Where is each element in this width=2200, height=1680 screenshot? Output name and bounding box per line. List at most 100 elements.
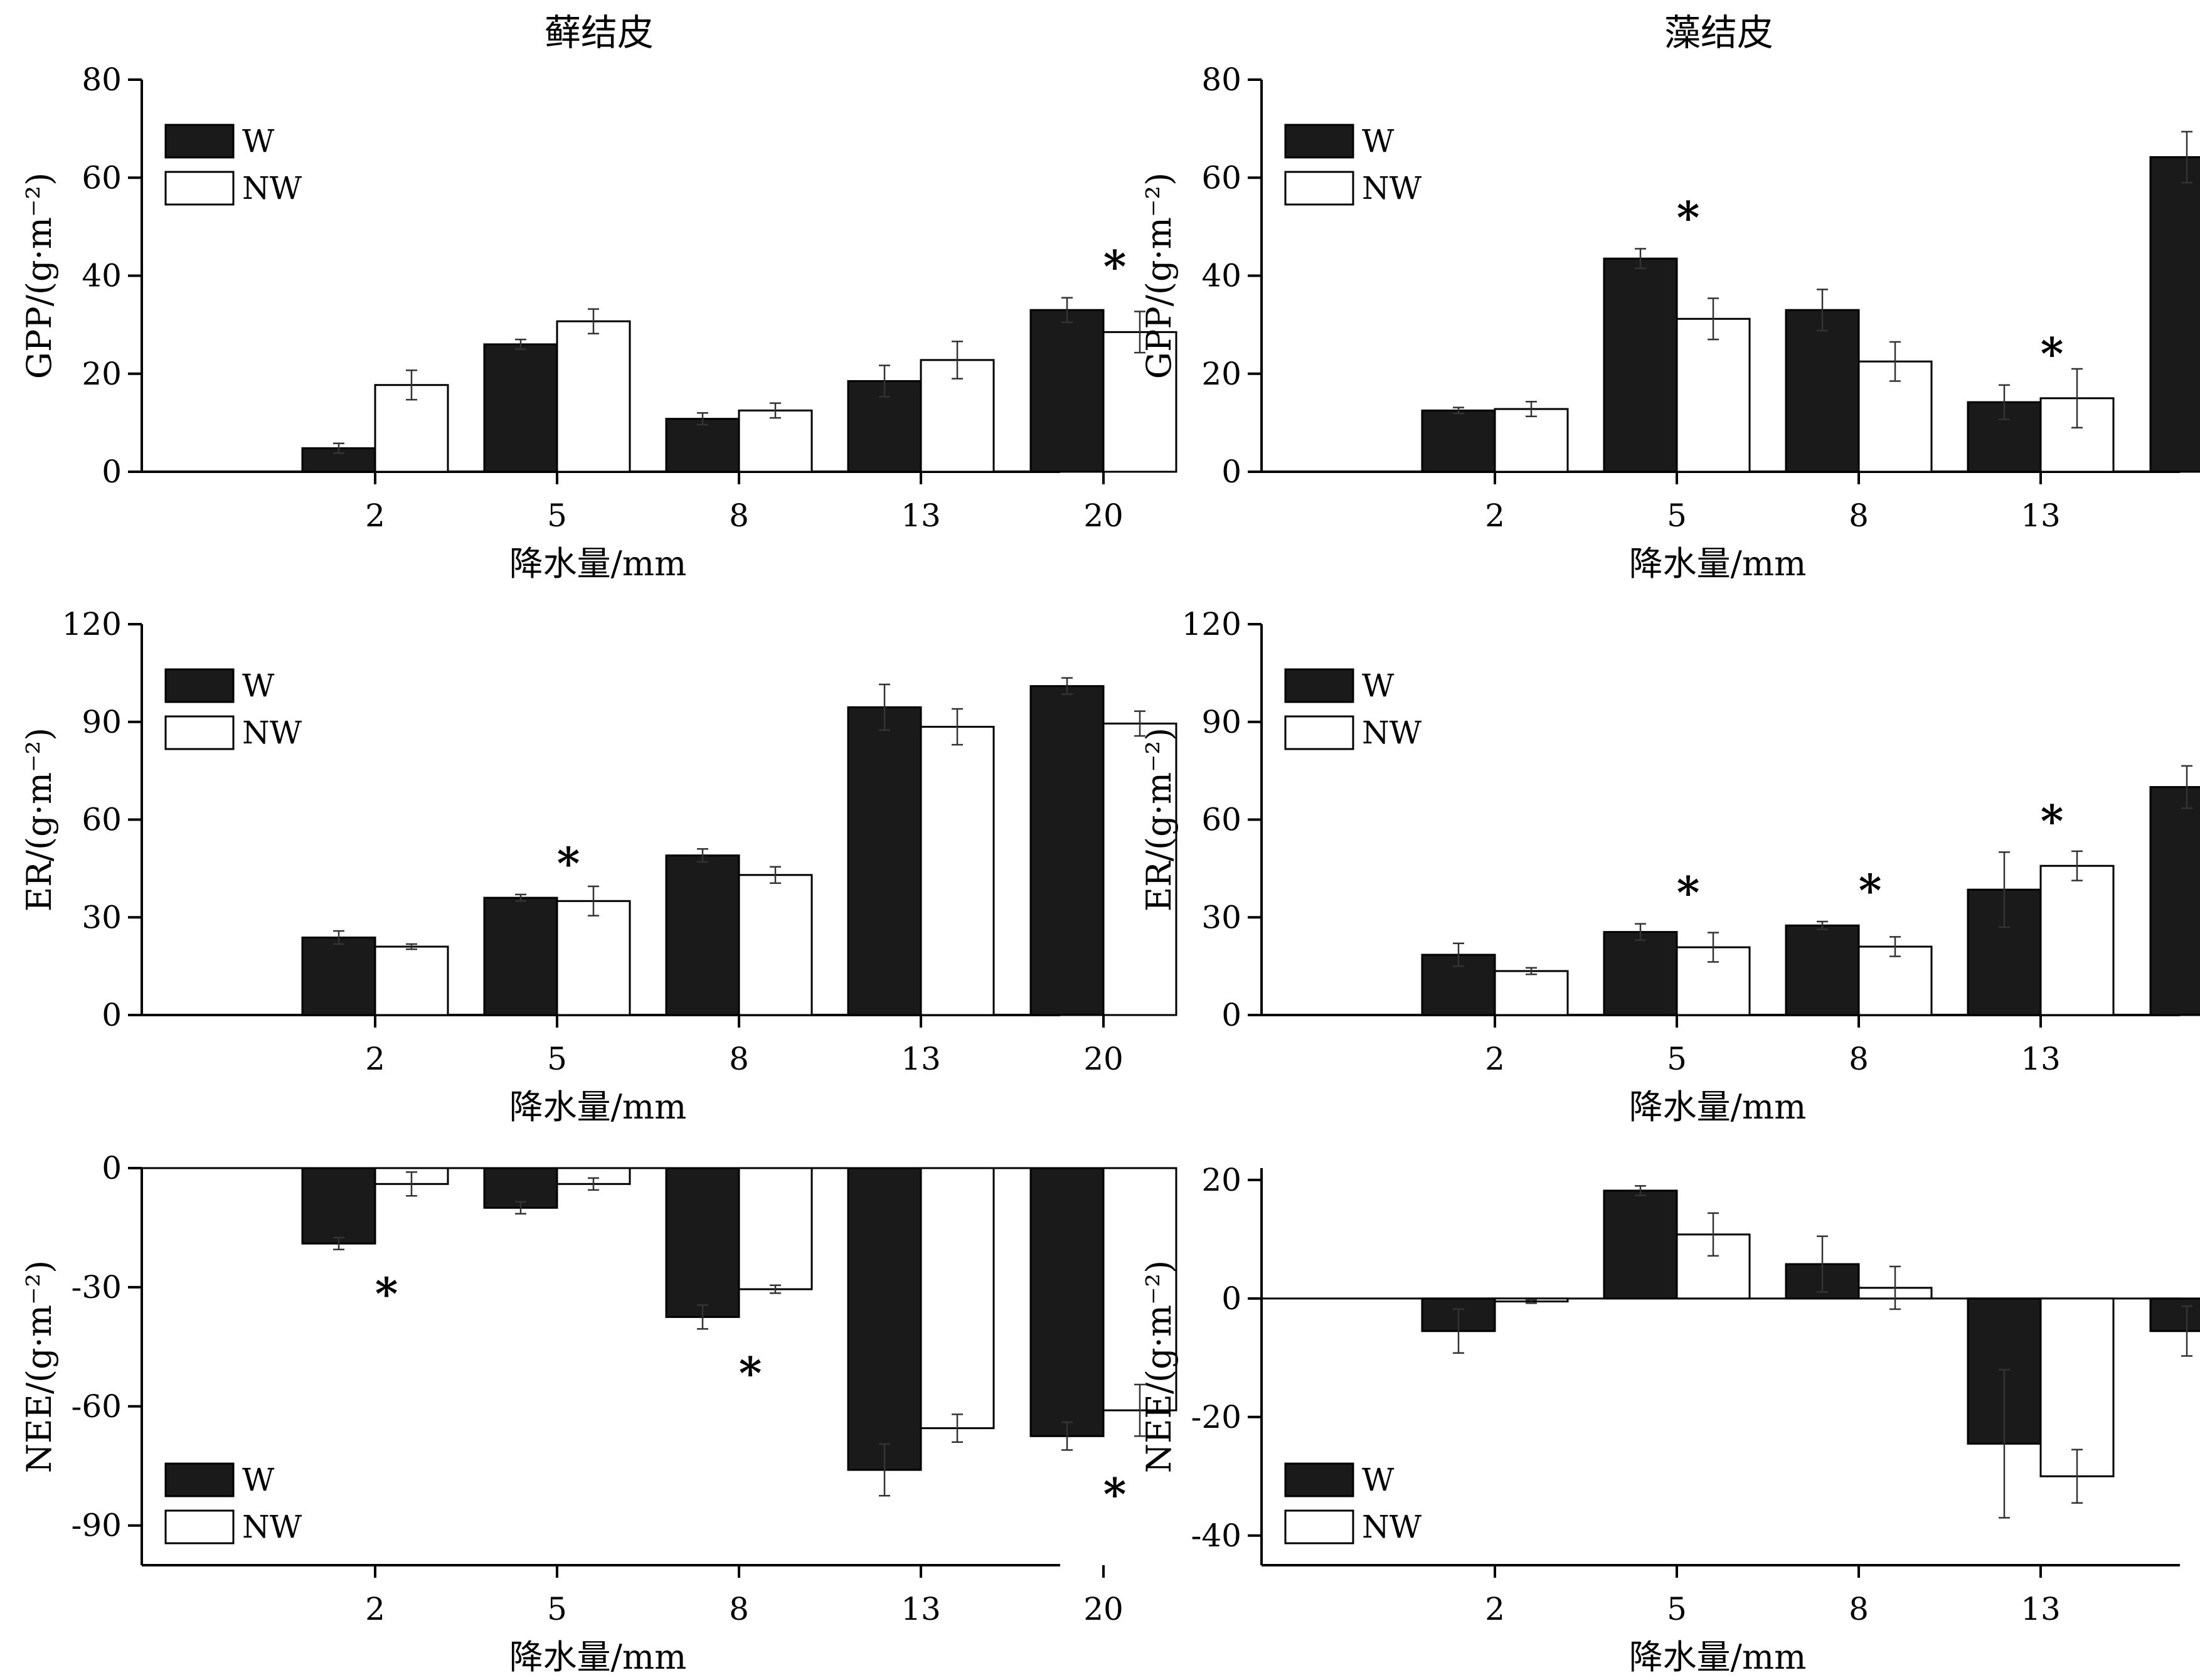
x-axis-title: 降水量/mm	[509, 544, 687, 583]
legend-swatch-w	[164, 124, 235, 159]
error-bar	[1708, 297, 1719, 341]
significance-marker: *	[739, 1347, 762, 1399]
bar-w-5	[1603, 257, 1678, 473]
x-tick-label: 5	[1667, 1041, 1687, 1077]
legend-swatch-w	[164, 668, 235, 703]
x-axis-title: 降水量/mm	[509, 1087, 687, 1127]
error-bar	[2071, 850, 2083, 881]
y-tick-label: -30	[71, 1269, 122, 1305]
bar-w-2	[1421, 409, 1496, 473]
legend: W NW	[1284, 1462, 1422, 1545]
bar-nw-5	[1676, 317, 1751, 473]
bar-w-20	[1029, 309, 1105, 473]
y-tick-label: -20	[1191, 1399, 1241, 1435]
bar-w-20	[2149, 156, 2200, 473]
legend-swatch-w	[1284, 1462, 1354, 1497]
y-tick-label: 80	[1201, 61, 1241, 98]
x-tick-label: 5	[1667, 497, 1687, 534]
error-bar	[515, 893, 526, 902]
error-bar	[1889, 936, 1901, 957]
x-tick-label: 5	[547, 1041, 567, 1077]
error-bar	[515, 1201, 526, 1215]
significance-marker: *	[1103, 241, 1127, 293]
y-tick-label: -90	[71, 1507, 122, 1544]
x-tick-label: 2	[1485, 1591, 1505, 1627]
error-bar	[1134, 710, 1145, 737]
x-tick-label: 13	[901, 497, 941, 534]
y-axis-title: GPP/(g·m⁻²)	[19, 173, 59, 379]
bar-nw-13	[920, 726, 995, 1016]
error-bar	[588, 308, 599, 334]
x-tick-label: 13	[901, 1591, 941, 1627]
error-bar	[406, 943, 417, 950]
y-axis-title: NEE/(g·m⁻²)	[19, 1260, 59, 1474]
bar-nw-8	[738, 1167, 813, 1290]
error-bar	[1453, 1308, 1464, 1354]
bar-w-8	[1785, 924, 1860, 1016]
x-tick-label: 13	[2021, 1591, 2061, 1627]
legend-label-nw: NW	[1362, 170, 1422, 206]
error-bar	[770, 1284, 781, 1294]
error-bar	[1999, 384, 2010, 420]
significance-marker: *	[1677, 192, 1700, 244]
x-tick-label: 20	[1083, 1591, 1124, 1627]
error-bar	[2181, 130, 2192, 184]
y-tick-label: 60	[82, 159, 122, 196]
error-bar	[2071, 1449, 2083, 1504]
x-tick-label: 13	[2021, 1041, 2061, 1077]
bar-w-5	[483, 343, 558, 473]
legend-label-nw: NW	[242, 1509, 302, 1545]
error-bar	[1635, 1185, 1646, 1196]
error-bar	[588, 1177, 599, 1191]
legend-swatch-nw	[164, 715, 235, 750]
bar-w-13	[847, 1167, 922, 1471]
bar-w-5	[1603, 931, 1678, 1016]
y-tick-label: -40	[1191, 1518, 1241, 1554]
bar-nw-20	[1102, 1167, 1177, 1412]
error-bar	[879, 364, 890, 398]
legend-label-w: W	[1362, 667, 1395, 704]
error-bar	[697, 848, 708, 863]
y-tick-label: -60	[71, 1388, 122, 1425]
y-tick-label: 0	[102, 1150, 122, 1186]
error-bar	[1708, 932, 1719, 963]
bar-nw-2	[1494, 408, 1569, 473]
bar-w-13	[847, 706, 922, 1016]
x-tick-label: 13	[901, 1041, 941, 1077]
bar-nw-5	[556, 900, 631, 1016]
significance-marker: *	[1103, 1468, 1127, 1520]
significance-marker: *	[557, 837, 580, 890]
y-tick-label: 20	[1201, 356, 1241, 392]
legend-swatch-nw	[1284, 715, 1354, 750]
bar-nw-8	[738, 409, 813, 473]
bar-nw-2	[1494, 970, 1569, 1016]
y-tick-label: 0	[1221, 454, 1241, 490]
bar-w-5	[483, 896, 558, 1016]
significance-marker: *	[2041, 328, 2064, 380]
bar-nw-2	[374, 945, 449, 1016]
x-tick-label: 20	[1083, 1041, 1124, 1077]
y-tick-label: 0	[102, 454, 122, 490]
error-bar	[1061, 297, 1073, 323]
y-tick-label: 60	[82, 802, 122, 838]
error-bar	[1999, 851, 2010, 928]
error-bar	[697, 412, 708, 426]
bar-nw-13	[2039, 864, 2115, 1016]
x-axis-title: 降水量/mm	[1629, 1637, 1807, 1677]
y-tick-label: 120	[1182, 606, 1241, 642]
y-tick-label: 80	[82, 61, 122, 98]
x-tick-label: 8	[1849, 1041, 1869, 1077]
significance-marker: *	[375, 1268, 398, 1320]
error-bar	[1453, 942, 1464, 967]
error-bar	[1817, 1235, 1828, 1293]
error-bar	[952, 340, 963, 380]
y-tick-label: 40	[1201, 258, 1241, 294]
y-axis-title: GPP/(g·m⁻²)	[1139, 173, 1179, 379]
x-tick-label: 2	[1485, 497, 1505, 534]
legend-swatch-nw	[1284, 1509, 1354, 1544]
legend-label-nw: NW	[1362, 1509, 1422, 1545]
x-tick-label: 5	[547, 1591, 567, 1627]
legend-swatch-w	[1284, 668, 1354, 703]
